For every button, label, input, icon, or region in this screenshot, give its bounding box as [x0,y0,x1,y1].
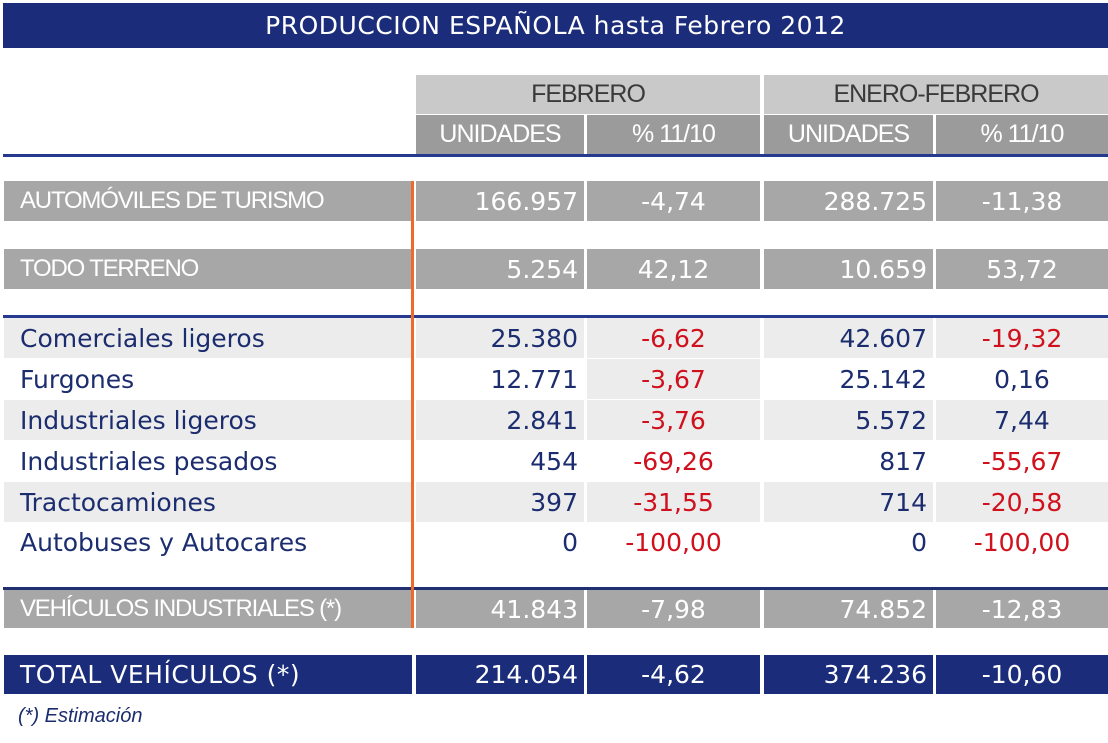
row-label: Furgones [20,364,135,394]
cell: 714 [764,482,933,522]
table-row: Industriales ligeros 2.841 -3,76 5.572 7… [0,400,1108,440]
cell: 454 [530,446,578,476]
cell: 397 [416,482,584,522]
cell: -20,58 [936,482,1108,522]
footnote: (*) Estimación [18,705,143,727]
cell: -31,55 [587,482,760,522]
cell: 42,12 [587,249,760,289]
cell: -55,67 [981,446,1063,476]
row-label: TODO TERRENO [4,249,412,289]
table-row: Tractocamiones 397 -31,55 714 -20,58 [0,482,1108,522]
cell: 42.607 [764,318,933,358]
cell: 2.841 [416,400,584,440]
table-row: Autobuses y Autocares 0 -100,00 0 -100,0… [0,522,1108,562]
cell: -7,98 [587,590,760,628]
cell: -11,38 [936,181,1108,221]
cell: -6,62 [587,318,760,358]
cell: -3,67 [587,359,760,399]
cell: 214.054 [416,655,584,694]
header-febrero: FEBRERO [416,75,760,114]
header-enero-febrero: ENERO-FEBRERO [764,75,1108,114]
cell: 53,72 [936,249,1108,289]
cell: 5.254 [416,249,584,289]
row-label: AUTOMÓVILES DE TURISMO [4,181,412,221]
cell: 288.725 [764,181,933,221]
header-unidades-feb: UNIDADES [416,115,584,154]
table-row-total: TOTAL VEHÍCULOS (*) 214.054 -4,62 374.23… [0,655,1108,694]
table-row: TODO TERRENO 5.254 42,12 10.659 53,72 [0,249,1108,289]
table-row: Furgones 12.771 -3,67 25.142 0,16 [0,359,1108,399]
table-row: AUTOMÓVILES DE TURISMO 166.957 -4,74 288… [0,181,1108,221]
cell: 5.572 [764,400,933,440]
header-pct-feb: % 11/10 [587,115,760,154]
cell: -10,60 [936,655,1108,694]
row-label: Tractocamiones [4,482,412,522]
table-title: PRODUCCION ESPAÑOLA hasta Febrero 2012 [3,3,1108,48]
cell: -69,26 [633,446,714,476]
cell: 25.142 [839,364,927,394]
cell: 0 [911,527,927,557]
cell: -100,00 [973,527,1071,557]
row-label: Comerciales ligeros [4,318,412,358]
cell: 0,16 [994,364,1050,394]
row-label: VEHÍCULOS INDUSTRIALES (*) [4,590,412,628]
divider [3,587,1108,590]
accent-divider [411,181,414,628]
divider [3,154,1108,157]
cell: 74.852 [764,590,933,628]
cell: 0 [562,527,578,557]
cell: 817 [879,446,927,476]
table-row: Industriales pesados 454 -69,26 817 -55,… [0,441,1108,481]
cell: 10.659 [764,249,933,289]
table-row: Comerciales ligeros 25.380 -6,62 42.607 … [0,318,1108,358]
cell: 12.771 [490,364,578,394]
cell: 374.236 [764,655,933,694]
header-pct-ef: % 11/10 [936,115,1108,154]
cell: -12,83 [936,590,1108,628]
divider [3,315,1108,318]
row-label: Autobuses y Autocares [20,527,308,557]
cell: 41.843 [416,590,584,628]
table-row: VEHÍCULOS INDUSTRIALES (*) 41.843 -7,98 … [0,590,1108,628]
row-label: Industriales ligeros [4,400,412,440]
cell: 25.380 [416,318,584,358]
cell: -100,00 [625,527,722,557]
row-label: TOTAL VEHÍCULOS (*) [4,655,412,694]
cell: -3,76 [587,400,760,440]
cell: -4,74 [587,181,760,221]
cell: -4,62 [587,655,760,694]
cell: -19,32 [936,318,1108,358]
cell: 166.957 [416,181,584,221]
header-unidades-ef: UNIDADES [764,115,933,154]
cell: 7,44 [936,400,1108,440]
row-label: Industriales pesados [20,446,278,476]
